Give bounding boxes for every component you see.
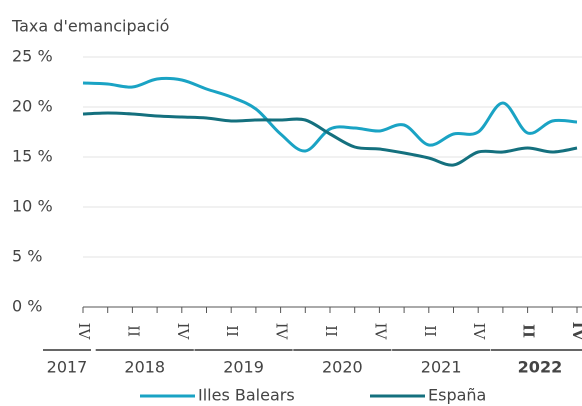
legend-label: Illes Balears — [198, 386, 295, 405]
year-label: 2020 — [322, 358, 363, 377]
x-tick-label: II — [421, 325, 439, 337]
line — [82, 76, 578, 153]
y-tick-label: 5 % — [12, 247, 42, 266]
year-label: 2021 — [421, 358, 462, 377]
year-label: 2022 — [518, 358, 563, 377]
x-tick-label: IV — [470, 323, 488, 341]
year-label: 2017 — [47, 358, 88, 377]
y-tick-label: 10 % — [12, 197, 53, 216]
x-tick-label: IV — [174, 323, 192, 341]
y-tick-label: 0 % — [12, 297, 42, 316]
y-tick-label: 15 % — [12, 147, 53, 166]
line — [82, 111, 578, 167]
x-tick-label: IV — [75, 323, 93, 341]
y-tick-label: 20 % — [12, 97, 53, 116]
year-label: 2018 — [124, 358, 165, 377]
year-label: 2019 — [223, 358, 264, 377]
legend-label: España — [428, 386, 486, 405]
x-tick-label: II — [124, 325, 142, 337]
x-tick-label: II — [520, 324, 538, 338]
x-tick-label: IV — [273, 323, 291, 341]
x-tick-label: II — [322, 325, 340, 337]
y-axis-label: Taxa d'emancipació — [11, 17, 169, 36]
x-tick-label: II — [223, 325, 241, 337]
x-tick-label: IV — [371, 323, 389, 341]
x-tick-label: IV — [569, 322, 582, 341]
y-tick-label: 25 % — [12, 47, 53, 66]
